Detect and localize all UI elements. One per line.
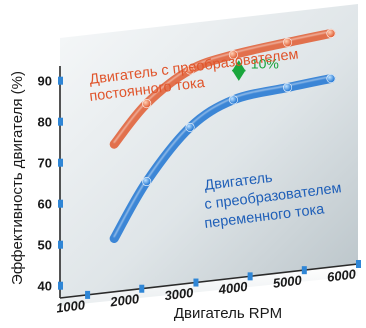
- data-point-ac: [142, 177, 150, 185]
- y-tick-label: 80: [38, 115, 52, 130]
- x-tick-mark: [193, 279, 198, 287]
- y-tick-label: 50: [38, 238, 52, 253]
- y-tick-label: 60: [38, 197, 52, 212]
- data-point-ac: [229, 96, 237, 104]
- y-tick-label: 90: [38, 74, 52, 89]
- y-tick-label: 40: [38, 279, 52, 294]
- y-tick-mark: [58, 282, 63, 290]
- x-tick-label: 2000: [108, 291, 140, 310]
- y-axis-title: Эффективность двигателя (%): [9, 71, 26, 285]
- x-axis-title: Двигатель RPM: [174, 305, 282, 322]
- y-tick-mark: [58, 77, 63, 85]
- x-tick-mark: [356, 260, 361, 268]
- x-tick-label: 5000: [272, 272, 303, 291]
- y-tick-mark: [58, 241, 63, 249]
- y-tick-mark: [58, 118, 63, 126]
- x-tick-mark: [302, 266, 307, 274]
- data-point-ac: [186, 123, 194, 131]
- data-point-ac: [327, 74, 335, 82]
- x-tick-label: 3000: [164, 285, 195, 304]
- x-tick-mark: [85, 291, 90, 299]
- x-tick-mark: [139, 285, 144, 293]
- chart-wall: [60, 4, 358, 298]
- data-point-ac: [283, 83, 291, 91]
- x-tick-label: 4000: [217, 279, 249, 298]
- data-point-dc: [142, 99, 150, 107]
- x-tick-label: 1000: [55, 297, 86, 316]
- y-tick-label: 70: [38, 156, 52, 171]
- x-tick-label: 6000: [326, 266, 357, 285]
- data-point-dc: [327, 29, 335, 37]
- y-tick-mark: [58, 200, 63, 208]
- y-tick-mark: [58, 159, 63, 167]
- data-point-dc: [283, 38, 291, 46]
- x-tick-mark: [248, 272, 253, 280]
- y-ticks: 40 50 60 70 80 90: [38, 74, 63, 294]
